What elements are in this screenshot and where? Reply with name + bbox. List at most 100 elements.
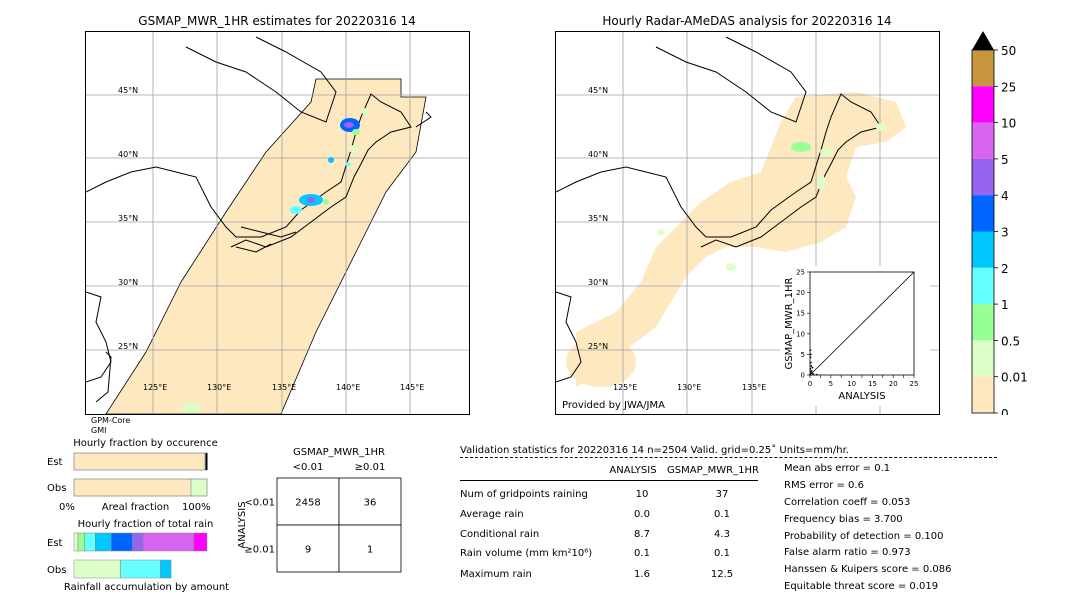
stat-gsmap: 37 bbox=[715, 489, 729, 500]
score-line: False alarm ratio = 0.973 bbox=[784, 547, 911, 558]
scatter-point bbox=[810, 369, 813, 372]
right-lat-label: 45°N bbox=[588, 86, 608, 95]
contingency-cell bbox=[276, 477, 340, 526]
occurrence-bar bbox=[190, 478, 208, 497]
contingency-cell bbox=[338, 477, 402, 526]
stat-gsmap: 0.1 bbox=[714, 509, 730, 520]
scatter-point bbox=[811, 372, 813, 374]
contingency-col-header: <0.01 bbox=[293, 462, 324, 473]
scatter-point bbox=[809, 361, 812, 364]
contingency-row-header: <0.01 bbox=[244, 498, 275, 509]
colorbar-tick-label: 2 bbox=[1001, 262, 1009, 276]
col-analysis-header: ANALYSIS bbox=[609, 465, 657, 476]
fraction-panel: Hourly fraction by occurence Est Obs 0% 100%… bbox=[40, 436, 240, 606]
colorbar-segment bbox=[972, 231, 994, 268]
scatter-point bbox=[810, 365, 813, 367]
right-lon-label: 130°E bbox=[677, 383, 701, 392]
contingency-cell-value: 36 bbox=[364, 498, 377, 509]
right-lat-label: 35°N bbox=[588, 214, 608, 223]
contingency-panel: GSMAP_MWR_1HR <0.01 ≥0.01 ANALYSIS <0.01 ≥0.0… bbox=[232, 444, 412, 584]
occurrence-category-label: Obs bbox=[47, 483, 66, 494]
left-lat-label: 35°N bbox=[118, 214, 138, 223]
stat-label: Maximum rain bbox=[460, 569, 532, 580]
right-lat-label: 25°N bbox=[588, 342, 608, 351]
occurrence-category-label: Est bbox=[47, 457, 63, 468]
scatter-x-tick-label: 5 bbox=[829, 380, 833, 388]
colorbar-extend-arrow bbox=[972, 31, 994, 50]
colorbar-tick-label: 25 bbox=[1001, 80, 1016, 94]
left-map-rain bbox=[181, 108, 370, 413]
left-map-title: GSMAP_MWR_1HR estimates for 20220316 14 bbox=[138, 14, 416, 28]
occurrence-x-label: Areal fraction bbox=[102, 502, 169, 513]
left-lon-label: 145°E bbox=[400, 383, 424, 392]
total-rain-bar bbox=[73, 532, 79, 552]
score-line: RMS error = 0.6 bbox=[784, 480, 864, 491]
left-map-grid bbox=[86, 32, 469, 414]
total-rain-category-label: Obs bbox=[47, 565, 66, 576]
left-lon-label: 140°E bbox=[336, 383, 360, 392]
score-line: Equitable threat score = 0.019 bbox=[784, 581, 939, 592]
score-line: Correlation coeff = 0.053 bbox=[784, 497, 911, 508]
scatter-y-tick-label: 10 bbox=[796, 330, 805, 338]
total-rain-bar bbox=[73, 559, 121, 579]
colorbar-segment bbox=[972, 50, 994, 87]
left-lat-label: 25°N bbox=[118, 342, 138, 351]
colorbar-segment bbox=[972, 340, 994, 377]
stat-gsmap: 0.1 bbox=[714, 548, 730, 559]
total-rain-bar bbox=[110, 532, 133, 552]
colorbar-tick-label: 4 bbox=[1001, 189, 1009, 203]
sensor-label: GPM-Core bbox=[91, 416, 131, 425]
scatter-y-label: GSMAP_MWR_1HR bbox=[784, 278, 795, 370]
contingency-table: GSMAP_MWR_1HR<0.01 ≥0.01ANALYSIS<0.01≥0.0… bbox=[237, 447, 402, 573]
colorbar-tick-label: 0 bbox=[1001, 407, 1009, 415]
scatter-point bbox=[809, 372, 812, 375]
left-lat-label: 30°N bbox=[118, 278, 138, 287]
left-map-coastlines bbox=[86, 36, 432, 403]
right-lat-label: 40°N bbox=[588, 150, 608, 159]
fraction-charts: Hourly fraction by occurence Est Obs 0% 100%… bbox=[47, 438, 229, 593]
total-rain-title: Hourly fraction of total rain bbox=[78, 519, 214, 530]
scatter-point bbox=[815, 373, 818, 376]
colorbar-segment bbox=[972, 122, 994, 159]
colorbar: 50 25 10 5 4 3 2 1 0.5 0.01 0 bbox=[965, 30, 1035, 421]
sensor-label: GMI bbox=[91, 426, 107, 435]
contingency-cell bbox=[276, 524, 340, 573]
occurrence-x-tick-right: 100% bbox=[182, 502, 211, 513]
col-gsmap-header: GSMAP_MWR_1HR bbox=[667, 465, 759, 476]
right-map-rain bbox=[657, 123, 886, 271]
validation-header: Validation statistics for 20220316 14 n=… bbox=[460, 445, 849, 456]
stat-analysis: 0.1 bbox=[634, 548, 650, 559]
score-line: Frequency bias = 3.700 bbox=[784, 514, 903, 525]
left-map: 45°N 40°N 35°N 30°N 25°N 125°E 130°E 135… bbox=[85, 31, 470, 415]
right-map-canvas: 45°N 40°N 35°N 30°N 25°N 125°E 130°E 135… bbox=[556, 32, 939, 414]
stat-label: Average rain bbox=[460, 509, 524, 520]
occurrence-edge-marker bbox=[205, 453, 208, 470]
occurrence-bar bbox=[73, 452, 206, 471]
left-map-canvas: 45°N 40°N 35°N 30°N 25°N 125°E 130°E 135… bbox=[86, 32, 469, 414]
scatter-y-tick-label: 20 bbox=[796, 289, 805, 297]
stat-gsmap: 4.3 bbox=[714, 529, 730, 540]
colorbar-tick-label: 0.01 bbox=[1001, 371, 1028, 385]
scatter-x-label: ANALYSIS bbox=[838, 391, 885, 402]
colorbar-segment bbox=[972, 304, 994, 341]
scatter-y-tick-label: 0 bbox=[801, 372, 805, 380]
colorbar-segment bbox=[972, 86, 994, 123]
colorbar-tick-label: 10 bbox=[1001, 117, 1016, 131]
occurrence-bar-frame bbox=[73, 478, 208, 497]
total-rain-bar bbox=[84, 532, 96, 552]
score-line: Hanssen & Kuipers score = 0.086 bbox=[784, 564, 952, 575]
validation-divider bbox=[460, 457, 997, 458]
left-lat-label: 40°N bbox=[118, 150, 138, 159]
contingency-row-header: ≥0.01 bbox=[244, 545, 275, 556]
provider-credit: Provided by JWA/JMA bbox=[562, 400, 665, 411]
total-rain-bar bbox=[193, 532, 208, 552]
scatter-x-tick-label: 20 bbox=[889, 380, 898, 388]
colorbar-segment bbox=[972, 267, 994, 305]
total-rain-x-label: Rainfall accumulation by amount bbox=[64, 582, 229, 593]
colorbar-segment bbox=[972, 195, 994, 232]
contingency-cell-value: 2458 bbox=[295, 498, 320, 509]
stat-analysis: 1.6 bbox=[634, 569, 650, 580]
scatter-x-tick-label: 25 bbox=[910, 380, 919, 388]
stat-analysis: 0.0 bbox=[634, 509, 650, 520]
left-lon-label: 135°E bbox=[272, 383, 296, 392]
